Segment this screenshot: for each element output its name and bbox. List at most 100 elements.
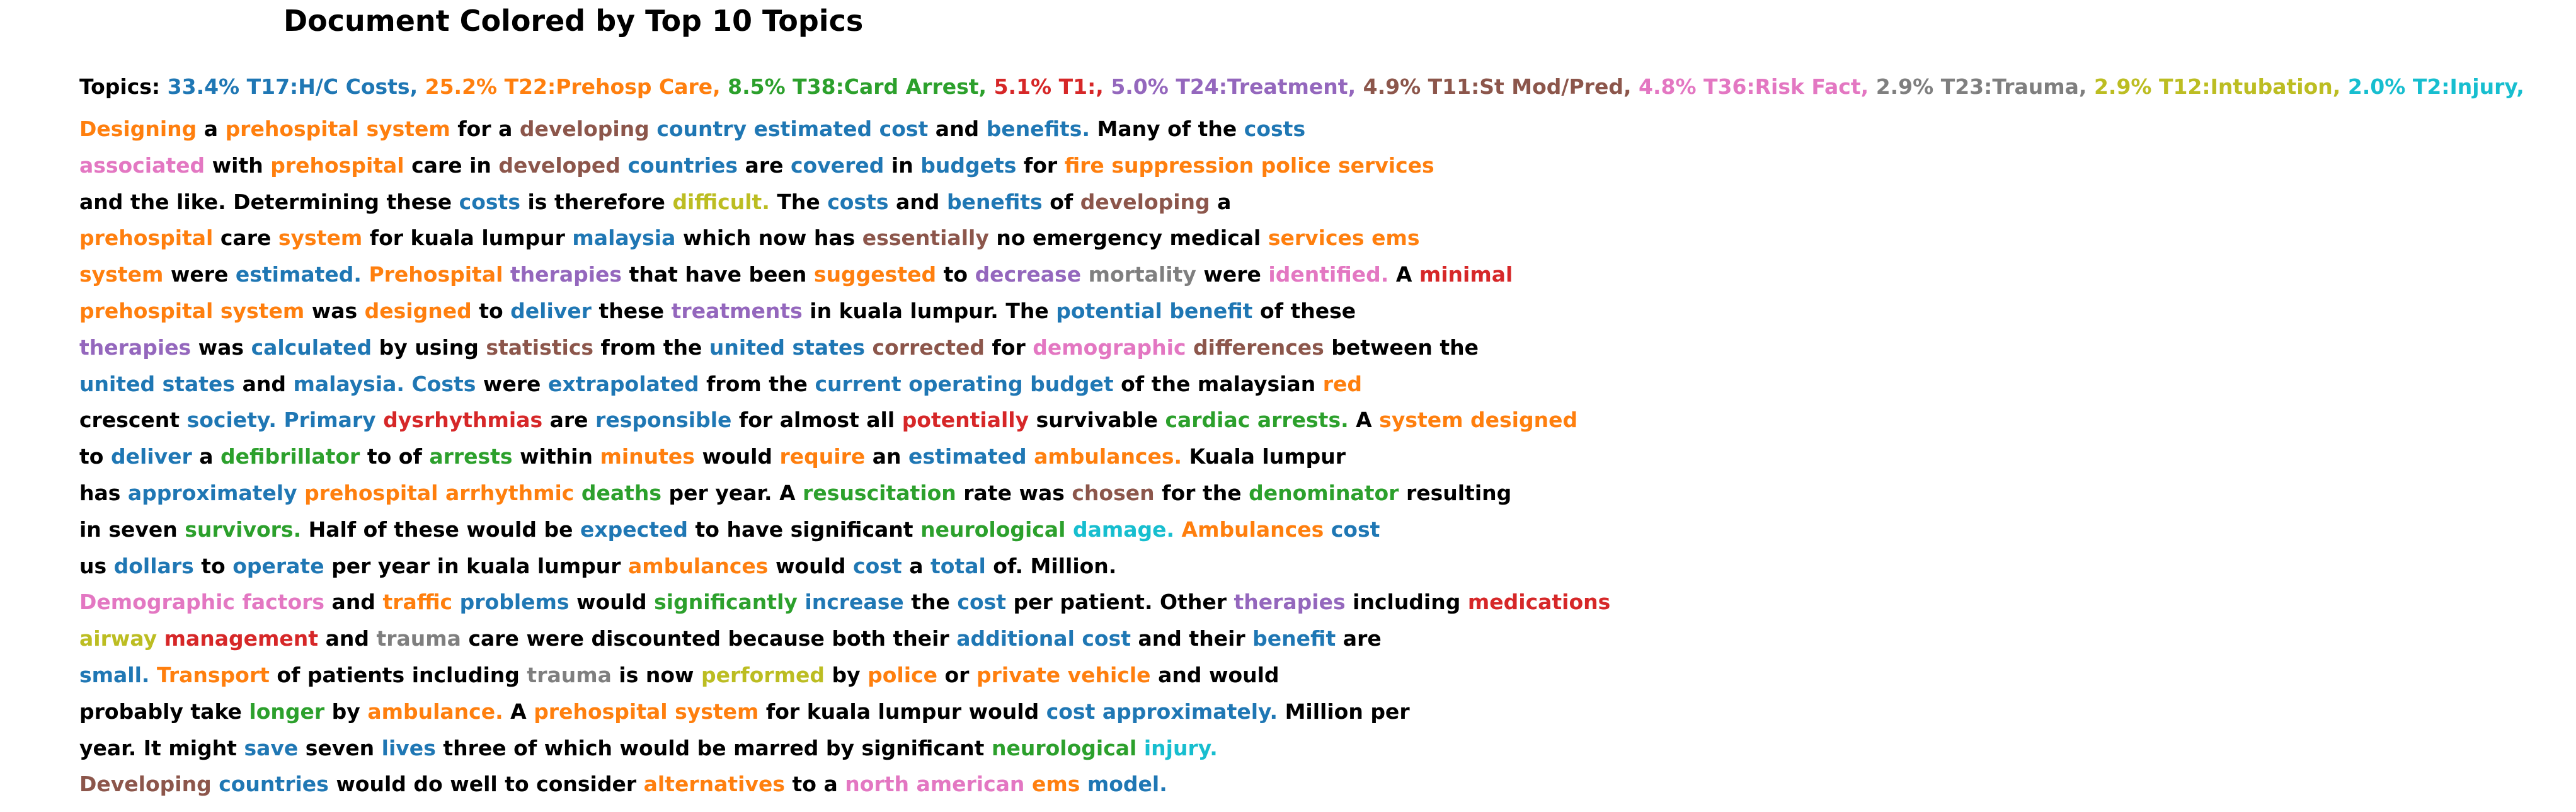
document-word: developing bbox=[1080, 189, 1210, 214]
document-word: a bbox=[909, 553, 924, 578]
document-word: do bbox=[413, 772, 443, 797]
document-word: to bbox=[479, 298, 503, 323]
document-word: Developing bbox=[79, 772, 212, 797]
document-word: ambulances bbox=[628, 553, 769, 578]
legend-item: 2.9% T23:Trauma, bbox=[1875, 74, 2087, 99]
document-word: increase bbox=[804, 590, 904, 615]
document-line: crescent society. Primary dysrhythmias a… bbox=[79, 402, 1610, 438]
document-word: estimated bbox=[753, 117, 873, 141]
document-word: private bbox=[976, 662, 1061, 687]
document-word: seven bbox=[108, 517, 178, 542]
document-word: Demographic bbox=[79, 590, 235, 615]
document-word: The bbox=[777, 189, 820, 214]
document-word: patients bbox=[307, 662, 405, 687]
document-word: in bbox=[891, 152, 913, 178]
document-word: for bbox=[1023, 152, 1058, 178]
document-line: prehospital system was designed to deliv… bbox=[79, 293, 1610, 329]
document-line: prehospital care system for kuala lumpur… bbox=[79, 220, 1610, 256]
document-line: and the like. Determining these costs is… bbox=[79, 184, 1610, 220]
document-word: the bbox=[1198, 117, 1237, 141]
document-word: or bbox=[944, 662, 970, 687]
document-word: probably bbox=[79, 699, 183, 724]
document-word: of bbox=[277, 662, 301, 687]
document-word: operating bbox=[908, 371, 1023, 396]
document-word: kuala bbox=[806, 699, 871, 724]
document-word: were bbox=[483, 371, 541, 396]
document-word: A bbox=[1395, 262, 1412, 287]
document-word: for bbox=[738, 408, 773, 433]
document-word: seven bbox=[305, 735, 375, 760]
document-word: including bbox=[1353, 590, 1461, 615]
document-word: airway bbox=[79, 626, 157, 651]
document-word: survivable bbox=[1036, 408, 1158, 433]
document-word: for bbox=[369, 226, 404, 251]
document-word: medications bbox=[1467, 590, 1611, 615]
document-word: denominator bbox=[1249, 480, 1399, 505]
document-line: year. It might save seven lives three of… bbox=[79, 730, 1610, 767]
document-word: covered bbox=[790, 152, 884, 178]
document-word: benefit bbox=[1169, 298, 1253, 323]
document-word: from bbox=[706, 371, 762, 396]
document-word: arrhythmic bbox=[445, 480, 575, 505]
colored-document: Designing a prehospital system for a dev… bbox=[79, 111, 1610, 803]
document-word: prehospital bbox=[225, 117, 359, 141]
document-word: of bbox=[398, 444, 422, 469]
document-word: Kuala bbox=[1189, 444, 1255, 469]
document-word: Other bbox=[1160, 590, 1227, 615]
document-word: neurological bbox=[991, 735, 1137, 760]
document-word: extrapolated bbox=[547, 371, 699, 396]
document-word: developed bbox=[498, 152, 621, 178]
document-word: Million. bbox=[1030, 553, 1117, 578]
document-line: to deliver a defibrillator to of arrests… bbox=[79, 438, 1610, 475]
legend-item: 4.9% T11:St Mod/Pred, bbox=[1363, 74, 1632, 99]
document-word: year bbox=[377, 553, 430, 578]
document-word: approximately bbox=[127, 480, 297, 505]
document-word: problems bbox=[459, 590, 570, 615]
document-word: in bbox=[810, 298, 832, 323]
document-word: traffic bbox=[382, 590, 453, 615]
document-word: injury. bbox=[1143, 735, 1218, 760]
document-word: responsible bbox=[595, 408, 732, 433]
document-word: care bbox=[220, 226, 272, 251]
document-line: in seven survivors. Half of these would … bbox=[79, 512, 1610, 548]
document-word: services bbox=[1268, 226, 1365, 251]
legend-item: 2.9% T12:Intubation, bbox=[2093, 74, 2341, 99]
document-word: Prehospital bbox=[369, 262, 503, 287]
document-word: essentially bbox=[862, 226, 989, 251]
document-word: consider bbox=[536, 772, 637, 797]
document-word: medical bbox=[1169, 226, 1261, 251]
document-word: demographic bbox=[1033, 335, 1186, 360]
document-word: which bbox=[682, 226, 752, 251]
document-word: prehospital bbox=[79, 226, 214, 251]
document-word: survivors. bbox=[185, 517, 302, 542]
document-word: three bbox=[443, 735, 507, 760]
document-word: of bbox=[1259, 298, 1283, 323]
document-word: Determining bbox=[233, 189, 379, 214]
document-word: was bbox=[311, 298, 358, 323]
document-word: and bbox=[325, 626, 369, 651]
document-word: countries bbox=[219, 772, 329, 797]
document-word: red bbox=[1322, 371, 1363, 396]
document-word: cost bbox=[1046, 699, 1096, 724]
document-word: costs bbox=[827, 189, 889, 214]
document-word: by bbox=[832, 662, 861, 687]
document-word: benefits bbox=[946, 189, 1043, 214]
document-word: have bbox=[685, 262, 742, 287]
document-word: It bbox=[143, 735, 161, 760]
document-word: now bbox=[758, 226, 807, 251]
document-word: per bbox=[1013, 590, 1053, 615]
document-word: Ambulances bbox=[1181, 517, 1324, 542]
document-word: Primary bbox=[283, 408, 376, 433]
document-word: malaysian bbox=[1197, 371, 1316, 396]
document-word: minimal bbox=[1419, 262, 1513, 287]
document-word: statistics bbox=[486, 335, 594, 360]
document-word: associated bbox=[79, 152, 205, 178]
document-word: potential bbox=[1056, 298, 1162, 323]
document-word: developing bbox=[519, 117, 650, 141]
document-word: which bbox=[544, 735, 613, 760]
document-word: was bbox=[198, 335, 244, 360]
document-word: cost bbox=[1082, 626, 1131, 651]
document-word: is bbox=[619, 662, 639, 687]
document-word: small. bbox=[79, 662, 150, 687]
document-word: cost bbox=[957, 590, 1007, 615]
